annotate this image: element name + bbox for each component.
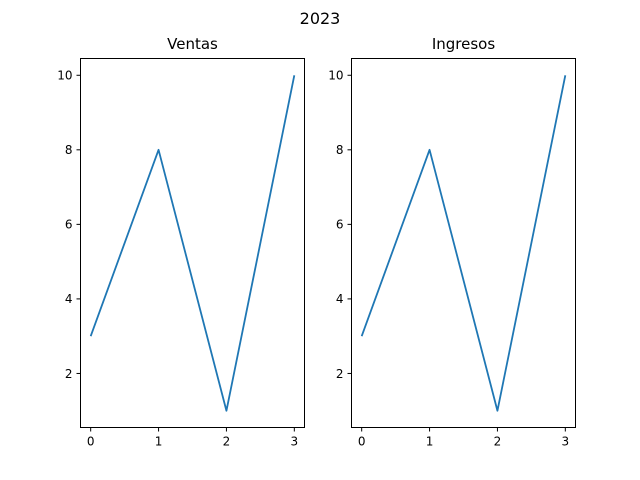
ventas-ytick-label-4: 10 [57,69,72,83]
ventas-plot-area: 0 1 2 3 2 4 6 8 10 [57,69,298,449]
ventas-ytick-label-3: 8 [65,143,73,157]
ingresos-ytick-label-3: 8 [336,143,344,157]
ingresos-axes-frame [351,58,576,428]
ingresos-plot-area: 0 1 2 3 2 4 6 8 10 [328,69,569,449]
ventas-xtick-label-2: 2 [223,435,231,449]
ventas-xtick-label-1: 1 [155,435,163,449]
ventas-ytick-label-2: 6 [65,218,73,232]
ingresos-xtick-label-3: 3 [561,435,569,449]
subplot-title-ventas: Ventas [167,35,218,53]
ingresos-xtick-label-0: 0 [358,435,366,449]
ventas-series-line-0 [89,75,296,412]
subplot-title-ingresos: Ingresos [432,35,496,53]
ventas-ytick-label-0: 2 [65,367,73,381]
subplot-ventas: Ventas 0 1 2 3 2 4 6 8 10 [57,35,305,449]
ventas-xtick-label-0: 0 [87,435,95,449]
ingresos-ytick-label-1: 4 [336,292,344,306]
ventas-axes-frame [80,58,305,428]
figure-suptitle: 2023 [300,9,341,28]
ventas-xtick-label-3: 3 [290,435,298,449]
ingresos-xtick-label-2: 2 [494,435,502,449]
ventas-ytick-label-1: 4 [65,292,73,306]
ingresos-ytick-label-0: 2 [336,367,344,381]
ingresos-xtick-label-1: 1 [426,435,434,449]
ingresos-ytick-label-4: 10 [328,69,343,83]
subplot-ingresos: Ingresos 0 1 2 3 2 4 6 8 10 [328,35,576,449]
ingresos-series-line-0 [360,75,567,412]
ingresos-ytick-label-2: 6 [336,218,344,232]
